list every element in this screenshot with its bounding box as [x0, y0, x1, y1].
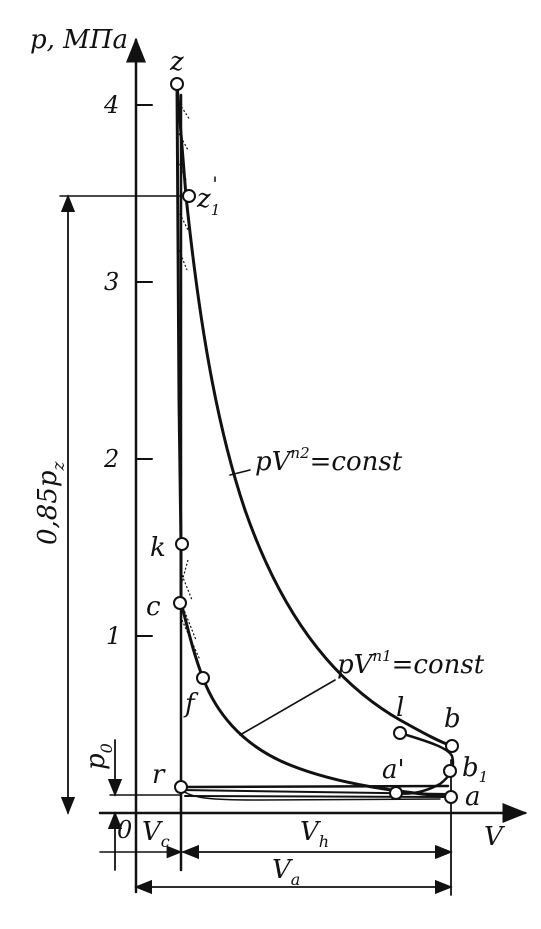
intake-line-1 — [180, 789, 449, 795]
combustion-line — [175, 82, 183, 605]
label-z: z — [169, 47, 184, 77]
y-tick-label-2: 2 — [103, 445, 119, 473]
label-f: f — [183, 689, 199, 719]
point-a-prime — [389, 786, 403, 800]
y-tick-label-4: 4 — [103, 91, 119, 119]
equation-n1: pVn1=const — [337, 647, 485, 680]
label-z1: z1' — [196, 172, 220, 219]
p0-dimension: p0 — [81, 739, 123, 871]
vc-label: Vc — [142, 817, 170, 851]
rounding-hatch — [176, 99, 201, 661]
label-a-prime: a' — [382, 755, 405, 785]
equation-n2: pVn2=const — [255, 444, 403, 477]
label-r: r — [152, 760, 166, 790]
label-c: c — [146, 592, 161, 622]
point-labels: z z1' k c f r l b b1 a' a — [146, 47, 488, 812]
point-k — [175, 537, 189, 551]
intake-line-2 — [184, 795, 452, 798]
n2-leader — [229, 469, 251, 476]
expansion-curve — [175, 82, 454, 748]
cycle-curves — [175, 82, 455, 801]
point-b — [445, 739, 459, 753]
point-b1 — [443, 764, 457, 778]
cycle-points — [170, 77, 459, 804]
label-k: k — [150, 533, 166, 563]
point-a — [444, 790, 458, 804]
point-f — [196, 671, 210, 685]
label-b1: b1 — [462, 753, 488, 786]
vh-label: Vh — [300, 817, 329, 851]
origin-label: 0 — [117, 816, 132, 844]
point-z — [170, 77, 184, 91]
compression-curve — [179, 601, 453, 799]
va-label: Va — [272, 855, 300, 889]
label-a: a — [465, 782, 481, 812]
y-tick-label-3: 3 — [104, 268, 119, 296]
point-l — [393, 726, 407, 740]
axes: 4 3 2 1 p, МПа V 0 — [30, 25, 528, 894]
point-z1 — [182, 189, 196, 203]
x-axis-label: V — [484, 822, 505, 852]
n1-leader — [239, 679, 336, 736]
volume-dimensions: Vc Vh Va — [99, 817, 453, 895]
p0-label: p0 — [81, 743, 116, 770]
pz-dimension-label: 0,85pz — [33, 460, 69, 545]
y-axis-label: p, МПа — [30, 25, 128, 55]
y-tick-label-1: 1 — [106, 622, 121, 650]
label-l: l — [396, 693, 404, 723]
exhaust-line — [179, 784, 450, 789]
pz-dimension: 0,85pz — [33, 194, 76, 815]
label-b: b — [444, 704, 461, 734]
point-r — [174, 780, 188, 794]
point-c — [173, 596, 187, 610]
